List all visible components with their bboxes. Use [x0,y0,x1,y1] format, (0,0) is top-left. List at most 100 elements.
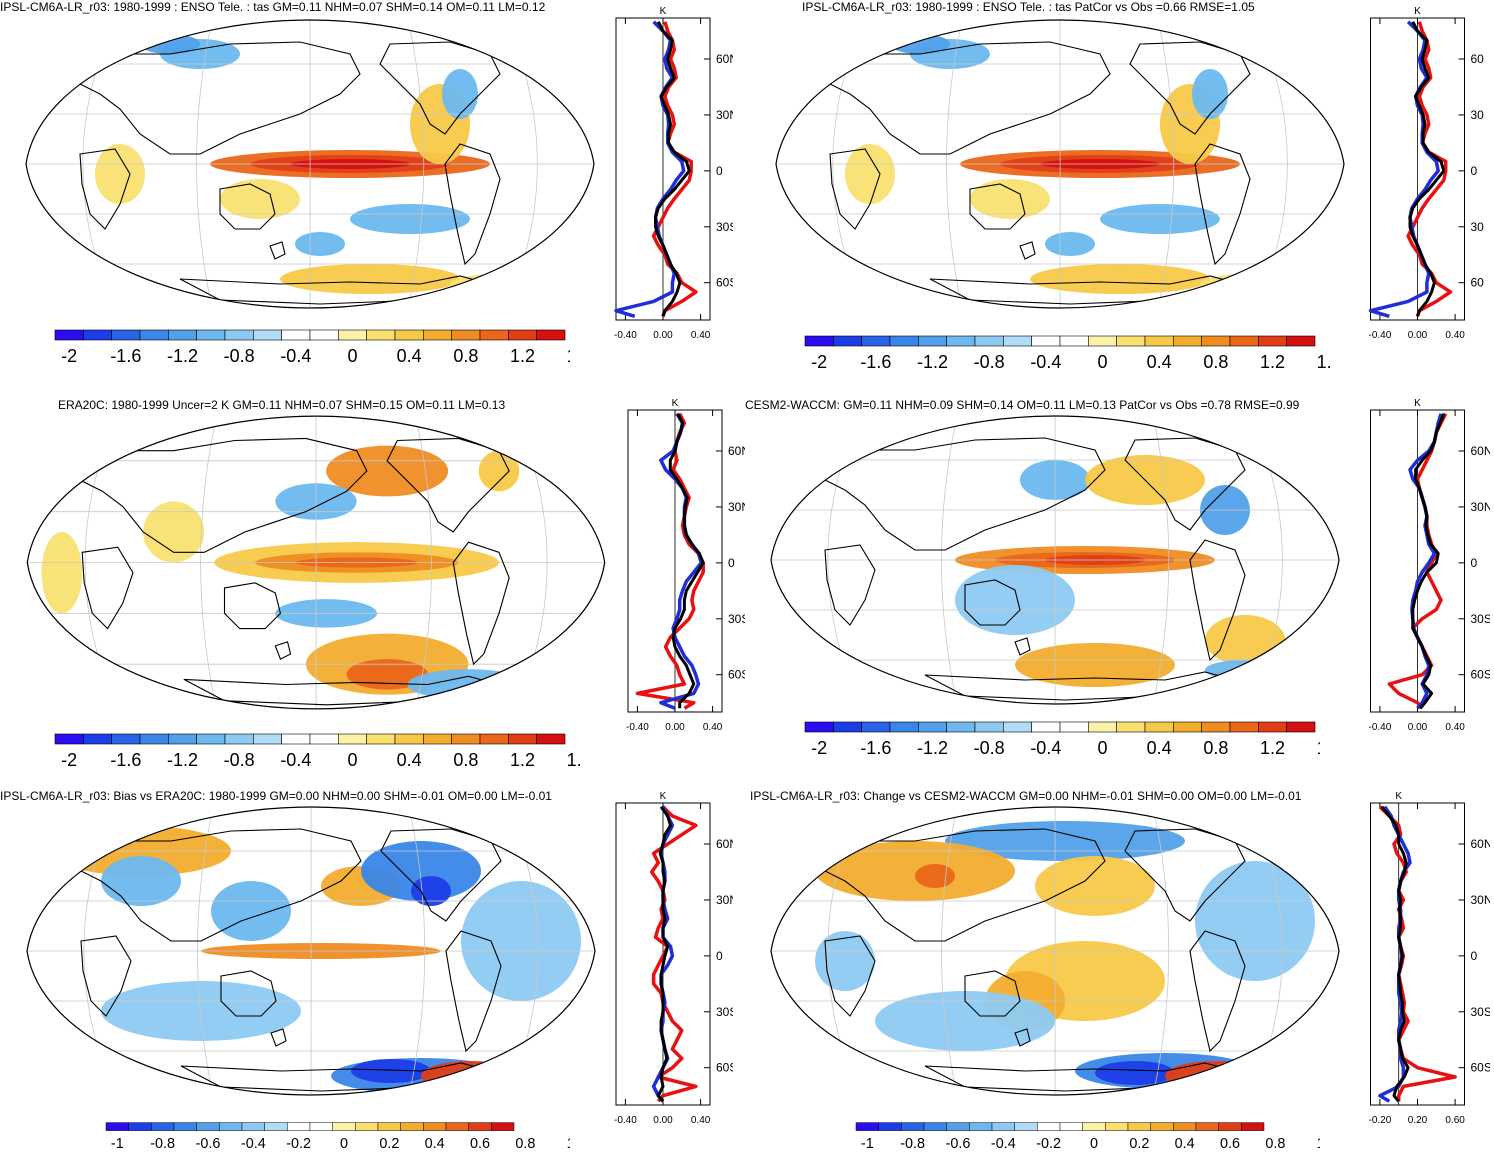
colorbar-label: 0.2 [379,1136,399,1152]
x-tick-label: -0.40 [1369,722,1392,733]
colorbar-label: 0.4 [397,750,422,770]
colorbar-label: 1.6 [1317,738,1320,758]
colorbar-swatch [1229,335,1259,347]
colorbar-swatch [918,335,947,347]
colorbar-swatch [1286,721,1316,733]
y-tick-label: 0 [728,556,735,570]
colorbar-label: -0.4 [241,1136,266,1152]
colorbar-swatch [219,1122,243,1131]
colorbar-swatch [128,1122,152,1131]
colorbar-label: 1.2 [1260,738,1285,758]
colorbar-label: -0.8 [224,750,255,770]
panel-cesm2: CESM2-WACCM: GM=0.11 NHM=0.09 SHM=0.14 O… [745,392,1494,772]
x-tick-label: -0.40 [614,1115,637,1126]
anomaly-blob [95,144,145,204]
profile-series-line [668,413,705,709]
colorbar-swatch [833,335,862,347]
colorbar-label: 0.4 [425,1136,445,1152]
colorbar-swatch [918,721,947,733]
y-tick-label: 60S [728,668,745,682]
coastline [969,183,1026,230]
colorbar-swatch [1059,721,1089,733]
graticule-line [407,807,426,1095]
colorbar-label: -1 [861,1136,874,1152]
y-tick-label: 60S [1471,1061,1491,1075]
anomaly-blob [41,532,83,614]
anomaly-blob [346,659,428,690]
anomaly-blob [220,179,300,219]
colorbar-label: -1.6 [110,346,141,366]
colorbar-label: -0.4 [280,346,311,366]
coastline [269,241,286,260]
colorbar-swatch [878,1122,902,1131]
x-tick-label: 0.40 [691,1115,711,1126]
x-tick-label: 0.00 [653,1115,673,1126]
anomaly-blob [845,144,895,204]
colorbar-swatch [309,733,339,745]
graticule-line [197,807,215,1095]
coastline [824,544,876,626]
anomaly-blob [970,179,1050,219]
y-tick-label: 30N [716,108,733,122]
anomaly-blob [1195,861,1315,981]
x-tick-label: 0.40 [703,722,723,733]
graticule-line [941,416,959,704]
colorbar-label: 0 [1090,1136,1098,1152]
profile-series-line [659,412,704,710]
profile-series-line [1378,805,1457,1102]
y-tick-label: 60 [1471,276,1485,290]
colorbar-label: 0.8 [453,750,478,770]
x-tick-label: 0.40 [1445,330,1465,341]
y-tick-label: 60S [716,276,733,290]
world-map [26,806,596,1096]
colorbar-label: -2 [61,750,77,770]
y-tick-label: 30N [716,893,733,907]
colorbar-swatch [1116,335,1146,347]
colorbar-label: -2 [811,352,827,372]
colorbar-swatch [83,329,112,341]
coastline [1019,241,1036,260]
colorbar-label: -1 [111,1136,124,1152]
anomaly-blob [211,881,291,941]
colorbar-swatch [855,1122,879,1131]
colorbar: -2-1.6-1.2-0.8-0.400.40.81.21.62 [804,721,1320,758]
colorbar-swatch [281,733,311,745]
colorbar-swatch [923,1122,947,1131]
colorbar-swatch [536,733,566,745]
anomaly-blob [955,565,1075,635]
coastline [1014,1028,1031,1047]
map-title: CESM2-WACCM: GM=0.11 NHM=0.09 SHM=0.14 O… [745,398,1300,412]
colorbar-swatch [1003,721,1032,733]
x-tick-label: 0.60 [1445,1115,1465,1126]
anomaly-blob [815,841,1015,901]
unit-label: K [1414,398,1421,409]
anomaly-blob [1045,232,1095,256]
graticule-line [414,416,433,709]
colorbar-swatch [1286,335,1316,347]
colorbar-label: 0.6 [1220,1136,1240,1152]
y-tick-label: 30S [716,220,733,234]
anomaly-blob [815,931,875,991]
colorbar-swatch [338,733,367,745]
colorbar-swatch [946,335,976,347]
y-tick-label: 0 [1471,556,1478,570]
colorbar-swatch [1082,1122,1106,1131]
coastline [81,546,134,630]
colorbar-label: -0.2 [286,1136,311,1152]
y-tick-label: 0 [716,164,723,178]
colorbar-swatch [1201,721,1231,733]
colorbar-swatch [224,329,254,341]
colorbar-swatch [253,733,282,745]
map-border [26,415,606,710]
colorbar-swatch [168,329,197,341]
colorbar-swatch [168,733,197,745]
colorbar-swatch [1003,335,1032,347]
colorbar: -1 -0.8 -0.6 -0.4 -0.2 0 0.2 0.4 0.6 0.8 1 [105,1122,570,1152]
colorbar-swatch [394,329,424,341]
colorbar-swatch [423,733,452,745]
unit-label: K [672,398,679,409]
colorbar-label: -0.8 [900,1136,925,1152]
colorbar-swatch [1059,1122,1083,1131]
y-tick-label: 60S [1471,668,1491,682]
colorbar-swatch [1201,335,1231,347]
